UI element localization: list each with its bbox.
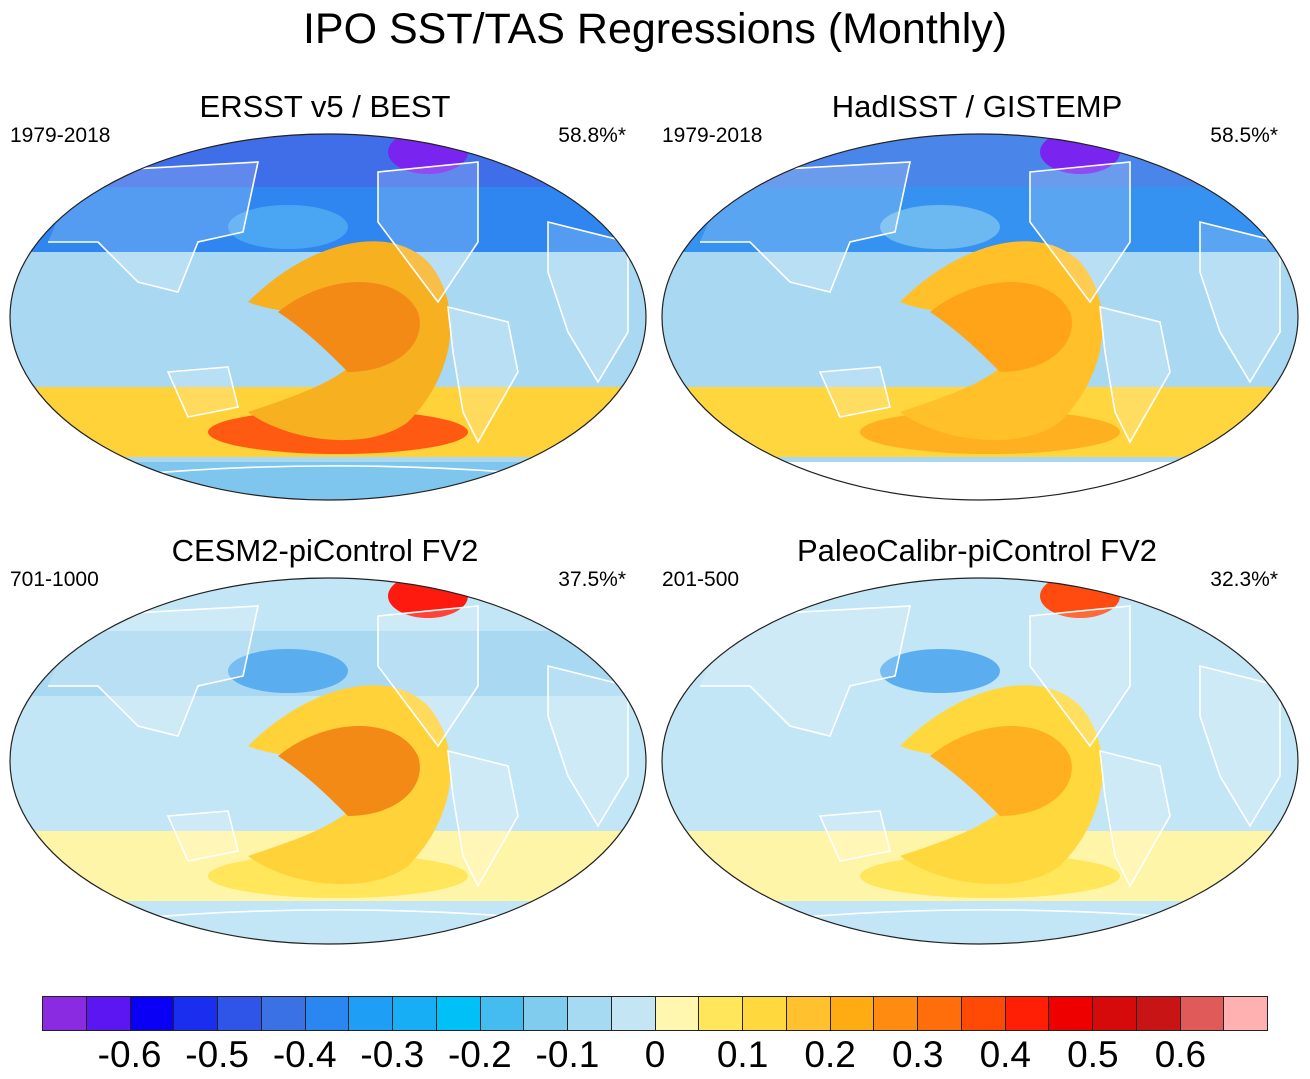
colorbar	[42, 996, 1268, 1031]
colorbar-swatch	[524, 997, 568, 1030]
colorbar-swatch	[43, 997, 87, 1030]
panel-variance: 58.5%*	[1210, 124, 1278, 147]
panel-title: PaleoCalibr-piControl FV2	[796, 533, 1158, 568]
colorbar-tick-label: 0.5	[1067, 1034, 1119, 1075]
colorbar-swatch	[611, 997, 656, 1030]
colorbar-tick-label: 0.6	[1154, 1034, 1207, 1075]
map-panel-cesm2-picontrol: CESM2-piControl FV2 701-1000 37.5%*	[0, 532, 650, 972]
panel-variance: 32.3%*	[1210, 568, 1278, 591]
colorbar-tick-label: 0	[644, 1034, 666, 1075]
world-map	[9, 577, 647, 945]
colorbar-swatch	[261, 997, 306, 1030]
colorbar-swatch	[874, 997, 918, 1030]
world-map	[661, 133, 1299, 501]
colorbar-tick-label: -0.2	[447, 1034, 512, 1075]
colorbar-swatch	[305, 997, 350, 1030]
panel-period: 201-500	[662, 568, 740, 591]
panel-period: 1979-2018	[662, 124, 763, 147]
panel-title: CESM2-piControl FV2	[171, 533, 479, 568]
colorbar-tick-label: -0.1	[535, 1034, 600, 1075]
colorbar-swatch	[830, 997, 875, 1030]
colorbar-swatch	[1136, 997, 1181, 1030]
map-panel-hadisst-gistemp: HadISST / GISTEMP 1979-2018 58.5%*	[652, 88, 1302, 528]
colorbar-swatch	[1093, 997, 1137, 1030]
colorbar-tick-label: -0.5	[185, 1034, 250, 1075]
colorbar-swatch	[1224, 997, 1267, 1030]
panel-variance: 37.5%*	[558, 568, 626, 591]
colorbar-tick-label: -0.4	[272, 1034, 337, 1075]
colorbar-swatch	[174, 997, 218, 1030]
map-panel-ersst-best: ERSST v5 / BEST 1979-2018 58.8%*	[0, 88, 650, 528]
colorbar-tick-label: 0.2	[804, 1034, 856, 1075]
panel-title: HadISST / GISTEMP	[831, 89, 1123, 124]
panel-period: 1979-2018	[10, 124, 111, 147]
colorbar-swatch	[786, 997, 831, 1030]
world-map	[661, 577, 1299, 945]
colorbar-tick-label: 0.3	[891, 1034, 944, 1075]
colorbar-swatch	[568, 997, 612, 1030]
colorbar-swatch	[393, 997, 437, 1030]
colorbar-swatch	[218, 997, 262, 1030]
colorbar-swatch	[655, 997, 700, 1030]
colorbar-swatch	[130, 997, 175, 1030]
colorbar-swatch	[1180, 997, 1225, 1030]
figure-title: IPO SST/TAS Regressions (Monthly)	[302, 5, 1008, 53]
colorbar-swatch	[918, 997, 962, 1030]
panel-title: ERSST v5 / BEST	[199, 89, 451, 124]
colorbar-swatch	[961, 997, 1006, 1030]
colorbar-swatch	[1049, 997, 1093, 1030]
colorbar-swatch	[480, 997, 525, 1030]
colorbar-swatch	[436, 997, 481, 1030]
colorbar-swatch	[699, 997, 743, 1030]
world-map	[9, 133, 647, 501]
map-panel-paleocalibr-picontrol: PaleoCalibr-piControl FV2 201-500 32.3%*	[652, 532, 1302, 972]
colorbar-tick-label: -0.3	[360, 1034, 425, 1075]
colorbar-swatch	[349, 997, 393, 1030]
colorbar-swatch	[86, 997, 131, 1030]
colorbar-tick-label: 0.4	[979, 1034, 1031, 1075]
colorbar-tick-label: -0.6	[97, 1034, 162, 1075]
colorbar-swatch	[1005, 997, 1050, 1030]
colorbar-tick-label: 0.1	[716, 1034, 769, 1075]
colorbar-swatch	[743, 997, 787, 1030]
panel-period: 701-1000	[10, 568, 99, 591]
panel-variance: 58.8%*	[558, 124, 626, 147]
